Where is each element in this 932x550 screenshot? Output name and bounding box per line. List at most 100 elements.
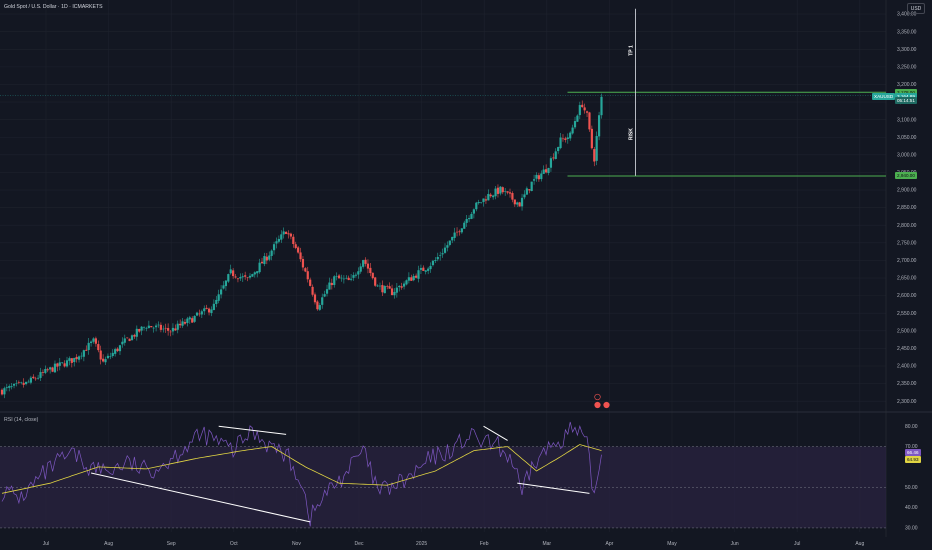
candle-body	[578, 105, 581, 116]
rsi-tick-label: 80.00	[905, 424, 918, 430]
candle-body	[350, 278, 353, 280]
rsi-tick-label: 50.00	[905, 485, 918, 491]
candle-body	[520, 197, 524, 207]
y-tick-label: 2,450.00	[897, 346, 917, 352]
y-tick-label: 3,200.00	[897, 82, 917, 88]
x-tick-label: 2025	[416, 541, 427, 547]
candle-body	[311, 286, 314, 295]
candle-body	[463, 222, 466, 229]
candle-body	[253, 272, 256, 275]
x-tick-label: Jul	[794, 541, 800, 547]
annotations[interactable]: TP 1 RISK	[567, 8, 636, 177]
candle-body	[118, 345, 122, 352]
candle-body	[241, 276, 244, 278]
candle-body	[494, 188, 497, 197]
candle-body	[24, 381, 28, 385]
candle-body	[147, 325, 150, 329]
candle-body	[547, 167, 550, 174]
candle-body	[114, 349, 117, 354]
candle-body	[39, 372, 42, 378]
candle-body	[386, 286, 389, 287]
x-tick-label: Dec	[355, 541, 364, 547]
candle-body	[532, 179, 536, 181]
rsi-pane[interactable]	[0, 371, 886, 529]
candle-body	[427, 268, 430, 271]
y-tick-label: 2,850.00	[897, 205, 917, 211]
candle-body	[97, 344, 100, 351]
candle-body	[179, 323, 182, 326]
candle-body	[212, 303, 215, 311]
candle-body	[256, 271, 259, 274]
candle-body	[381, 285, 384, 293]
candle-body	[335, 276, 338, 278]
candle-body	[482, 198, 485, 202]
candle-body	[138, 328, 141, 332]
candle-body	[126, 337, 129, 339]
candle-body	[63, 363, 66, 367]
candle-body	[92, 338, 95, 342]
candle-body	[89, 341, 93, 344]
candle-body	[549, 158, 553, 168]
candle-body	[41, 372, 45, 373]
candle-body	[371, 272, 374, 279]
x-tick-label: Sep	[167, 541, 176, 547]
x-tick-label: Aug	[855, 541, 864, 547]
candle-body	[53, 363, 57, 373]
candle-body	[458, 231, 461, 233]
candle-body	[446, 245, 449, 248]
divergence-line	[517, 482, 590, 494]
candle-body	[287, 233, 290, 235]
candle-body	[258, 262, 261, 273]
rsi-value-tag: 66.46	[905, 449, 921, 457]
candle-body	[164, 327, 167, 329]
candle-body	[73, 357, 76, 363]
candle-body	[145, 328, 148, 329]
candle-body	[5, 387, 8, 389]
candle-body	[99, 350, 102, 360]
x-tick-label: Aug	[104, 541, 113, 547]
y-tick-label: 2,600.00	[897, 293, 917, 299]
candle-body	[530, 181, 533, 192]
candle-body	[576, 115, 579, 122]
candle-body	[366, 263, 370, 269]
candle-body	[82, 350, 85, 357]
candle-body	[292, 236, 295, 245]
candle-body	[357, 271, 360, 275]
y-tick-label: 2,400.00	[897, 364, 917, 370]
candle-body	[378, 285, 382, 287]
candle-body	[195, 312, 199, 316]
candle-body	[232, 270, 235, 277]
candle-body	[157, 324, 160, 326]
candle-body	[453, 232, 456, 238]
candle-body	[480, 202, 483, 203]
candle-body	[340, 277, 343, 279]
candle-body	[508, 192, 512, 194]
candle-body	[313, 294, 317, 303]
candle-body	[236, 278, 240, 280]
candle-body	[37, 377, 40, 379]
candle-body	[186, 318, 189, 324]
candle-body	[159, 324, 163, 330]
candle-body	[328, 282, 331, 290]
candle-body	[116, 348, 119, 352]
event-icons[interactable]	[594, 393, 610, 409]
candle-body	[443, 247, 447, 253]
candle-body	[477, 202, 480, 204]
candle-body	[542, 169, 545, 174]
candle-body	[46, 369, 49, 371]
currency-button[interactable]: USD	[907, 3, 925, 14]
candle-body	[475, 202, 478, 210]
candle-body	[133, 334, 136, 337]
rsi-ma-line	[1, 444, 602, 494]
candle-body	[506, 191, 509, 193]
candle-body	[487, 193, 490, 201]
countdown-tag: 05:14:51	[895, 97, 917, 105]
candle-body	[188, 317, 191, 320]
candle-body	[268, 255, 271, 260]
candle-body	[109, 356, 112, 357]
candle-body	[301, 258, 305, 268]
y-tick-label: 3,300.00	[897, 47, 917, 53]
candle-body	[200, 311, 203, 315]
candle-body	[140, 326, 143, 331]
